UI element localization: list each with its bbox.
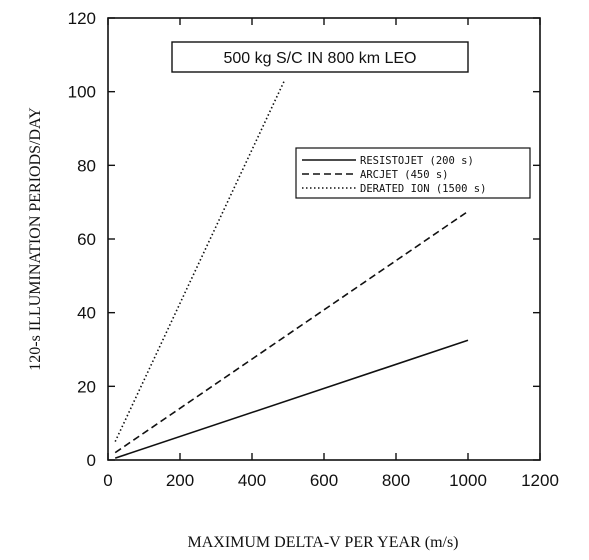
y-tick-label: 80	[77, 156, 96, 175]
x-tick-label: 0	[103, 471, 112, 490]
x-tick-label: 200	[166, 471, 194, 490]
legend: RESISTOJET (200 s) ARCJET (450 s) DERATED …	[296, 148, 530, 198]
y-axis-title: 120-s ILLUMINATION PERIODS/DAY	[27, 107, 44, 371]
y-tick-label: 0	[87, 451, 96, 470]
y-tick-label: 20	[77, 377, 96, 396]
title-box: 500 kg S/C IN 800 km LEO	[172, 42, 468, 72]
y-tick-label: 120	[68, 9, 96, 28]
y-axis-ticks: 0 20 40 60 80 100 120	[68, 9, 540, 470]
y-tick-label: 40	[77, 304, 96, 323]
x-tick-label: 1200	[521, 471, 559, 490]
legend-label-3: DERATED ION (1500 s)	[360, 183, 486, 195]
legend-label-2: ARCJET (450 s)	[360, 169, 449, 181]
series-line-1	[115, 340, 468, 458]
x-axis-title: MAXIMUM DELTA-V PER YEAR (m/s)	[187, 534, 458, 551]
series-line-3	[115, 81, 284, 442]
x-tick-label: 800	[382, 471, 410, 490]
plot-frame	[108, 18, 540, 460]
series-lines	[115, 81, 468, 459]
series-line-2	[115, 211, 468, 452]
legend-label-1: RESISTOJET (200 s)	[360, 155, 474, 167]
y-tick-label: 60	[77, 230, 96, 249]
y-tick-label: 100	[68, 83, 96, 102]
x-tick-label: 400	[238, 471, 266, 490]
chart-title: 500 kg S/C IN 800 km LEO	[224, 50, 417, 67]
x-tick-label: 600	[310, 471, 338, 490]
x-tick-label: 1000	[449, 471, 487, 490]
x-axis-ticks: 0 200 400 600 800 1000 1200	[103, 18, 559, 490]
